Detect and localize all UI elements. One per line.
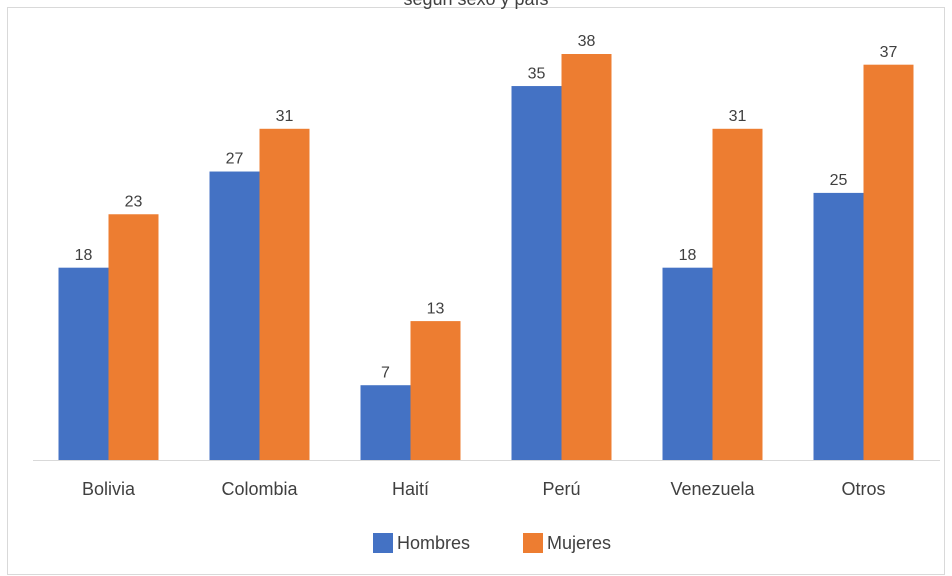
data-label: 37 (880, 44, 898, 61)
data-label: 23 (125, 193, 143, 210)
x-tick-label: Venezuela (670, 479, 755, 499)
data-label: 18 (679, 247, 697, 264)
bar (259, 128, 310, 460)
legend-swatch (523, 533, 543, 553)
bar (662, 267, 713, 460)
x-tick-label: Haití (392, 479, 429, 499)
data-label: 31 (729, 108, 747, 125)
data-label: 7 (381, 364, 390, 381)
bar (108, 214, 159, 460)
legend-swatch (373, 533, 393, 553)
data-label: 31 (276, 108, 294, 125)
bar (410, 321, 461, 460)
x-tick-label: Perú (542, 479, 580, 499)
data-label: 27 (226, 151, 244, 168)
legend-label: Mujeres (547, 533, 611, 553)
x-tick-label: Bolivia (82, 479, 136, 499)
bar (712, 128, 763, 460)
data-label: 13 (427, 300, 445, 317)
data-label: 18 (75, 247, 93, 264)
data-label: 38 (578, 33, 596, 50)
bar (58, 267, 109, 460)
bar (209, 171, 260, 461)
bar (863, 64, 914, 461)
chart-title: según sexo y país (403, 0, 548, 9)
chart-border (7, 7, 945, 575)
data-label: 25 (830, 172, 848, 189)
bar (511, 86, 562, 460)
legend-label: Hombres (397, 533, 470, 553)
x-tick-label: Otros (841, 479, 885, 499)
bar (561, 54, 612, 460)
data-label: 35 (528, 65, 546, 82)
bar (360, 385, 411, 460)
bar (813, 192, 864, 461)
x-tick-label: Colombia (221, 479, 298, 499)
